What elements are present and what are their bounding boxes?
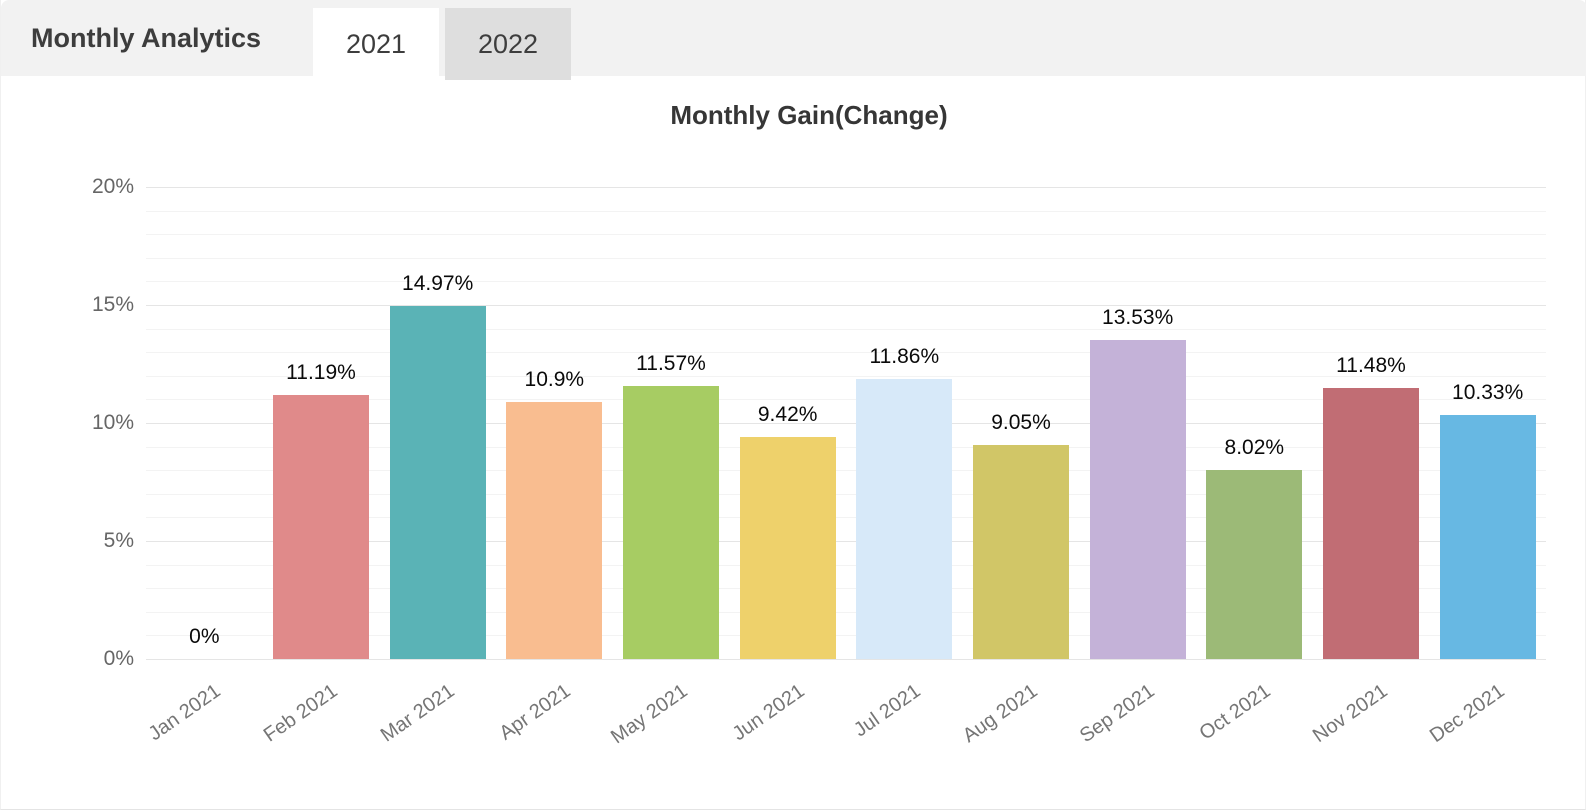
minor-gridline [146, 588, 1546, 590]
bar-mar-2021[interactable] [389, 305, 486, 659]
minor-gridline [146, 446, 1546, 448]
minor-gridline [146, 375, 1546, 377]
bar-nov-2021[interactable] [1323, 388, 1419, 659]
bar-value-label: 9.42% [757, 402, 818, 426]
bar-value-label: 0% [189, 625, 220, 648]
y-tick-label: 20% [91, 175, 134, 198]
bar-value-label: 11.19% [286, 360, 356, 384]
minor-gridline [146, 210, 1546, 212]
major-gridline [146, 541, 1546, 542]
minor-gridline [146, 564, 1546, 566]
bar-jun-2021[interactable] [739, 436, 836, 659]
minor-gridline [146, 399, 1546, 401]
minor-gridline [146, 234, 1546, 236]
bar-aug-2021[interactable] [973, 445, 1069, 659]
bar-value-label: 8.02% [1224, 435, 1285, 459]
minor-gridline [146, 257, 1546, 259]
bar-value-label: 11.57% [636, 351, 706, 375]
y-tick-label: 15% [91, 293, 134, 316]
y-tick-label: 0% [103, 647, 134, 670]
header-bar [1, 0, 1586, 76]
bar-may-2021[interactable] [623, 385, 719, 659]
bar-value-label: 14.97% [402, 271, 474, 295]
minor-gridline [146, 517, 1546, 519]
minor-gridline [146, 281, 1546, 283]
bar-value-label: 11.48% [1336, 354, 1406, 378]
major-gridline [146, 659, 1546, 660]
y-tick-label: 5% [103, 529, 134, 552]
bar-oct-2021[interactable] [1206, 469, 1303, 659]
bar-value-label: 10.9% [524, 367, 585, 391]
bar-jul-2021[interactable] [856, 379, 953, 659]
chart-title: Monthly Gain(Change) [670, 100, 948, 130]
y-tick-label: 10% [91, 411, 134, 434]
bar-sep-2021[interactable] [1089, 339, 1186, 659]
major-gridline [146, 305, 1546, 306]
bar-value-label: 10.33% [1452, 381, 1524, 405]
major-gridline [146, 187, 1546, 188]
major-gridline [146, 423, 1546, 424]
tab-2021[interactable]: 2021 [313, 8, 439, 80]
bar-value-label: 9.05% [991, 411, 1051, 435]
minor-gridline [146, 635, 1546, 637]
tab-2022[interactable]: 2022 [445, 8, 571, 80]
bar-feb-2021[interactable] [273, 394, 369, 659]
bar-dec-2021[interactable] [1439, 415, 1536, 659]
minor-gridline [146, 328, 1546, 330]
bar-value-label: 13.53% [1102, 305, 1174, 329]
bar-apr-2021[interactable] [506, 401, 603, 659]
panel-title: Monthly Analytics [31, 23, 262, 53]
bar-value-label: 11.86% [869, 345, 940, 369]
minor-gridline [146, 611, 1546, 613]
minor-gridline [146, 493, 1546, 495]
minor-gridline [146, 470, 1546, 472]
minor-gridline [146, 352, 1546, 354]
